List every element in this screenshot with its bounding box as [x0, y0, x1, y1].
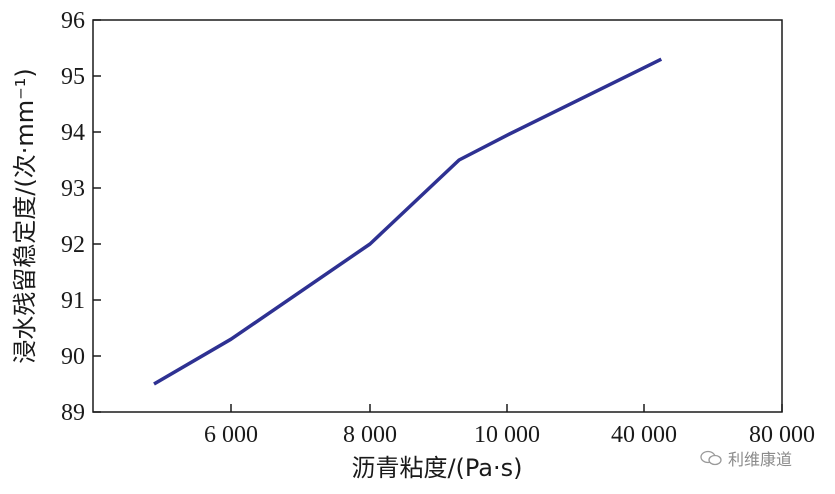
y-tick-label: 89: [61, 400, 85, 426]
y-tick-label: 96: [61, 8, 85, 34]
x-tick-label: 6 000: [204, 422, 258, 448]
y-tick-label: 91: [61, 288, 85, 314]
x-tick-label: 8 000: [343, 422, 397, 448]
watermark: 利维康道: [700, 446, 792, 470]
plot-frame: [92, 19, 783, 413]
y-axis: 89 90 91 92 93 94 95 96: [61, 8, 101, 426]
y-tick-label: 90: [61, 344, 85, 370]
y-tick-label: 92: [61, 232, 85, 258]
y-axis-title: 浸水残留稳定度/(次·mm⁻¹): [11, 68, 39, 364]
y-tick-label: 94: [61, 120, 85, 146]
y-tick-label: 93: [61, 176, 85, 202]
x-axis: 6 000 8 000 10 000 40 000 80 000: [204, 404, 815, 448]
x-tick-label: 40 000: [611, 422, 677, 448]
series-line: [153, 57, 663, 386]
x-tick-label: 80 000: [749, 422, 815, 448]
x-axis-title: 沥青粘度/(Pa·s): [351, 454, 522, 482]
wechat-icon: [700, 450, 722, 466]
x-tick-label: 10 000: [474, 422, 540, 448]
watermark-text: 利维康道: [728, 450, 793, 469]
y-tick-label: 95: [61, 64, 85, 90]
series-layer: [153, 57, 663, 386]
